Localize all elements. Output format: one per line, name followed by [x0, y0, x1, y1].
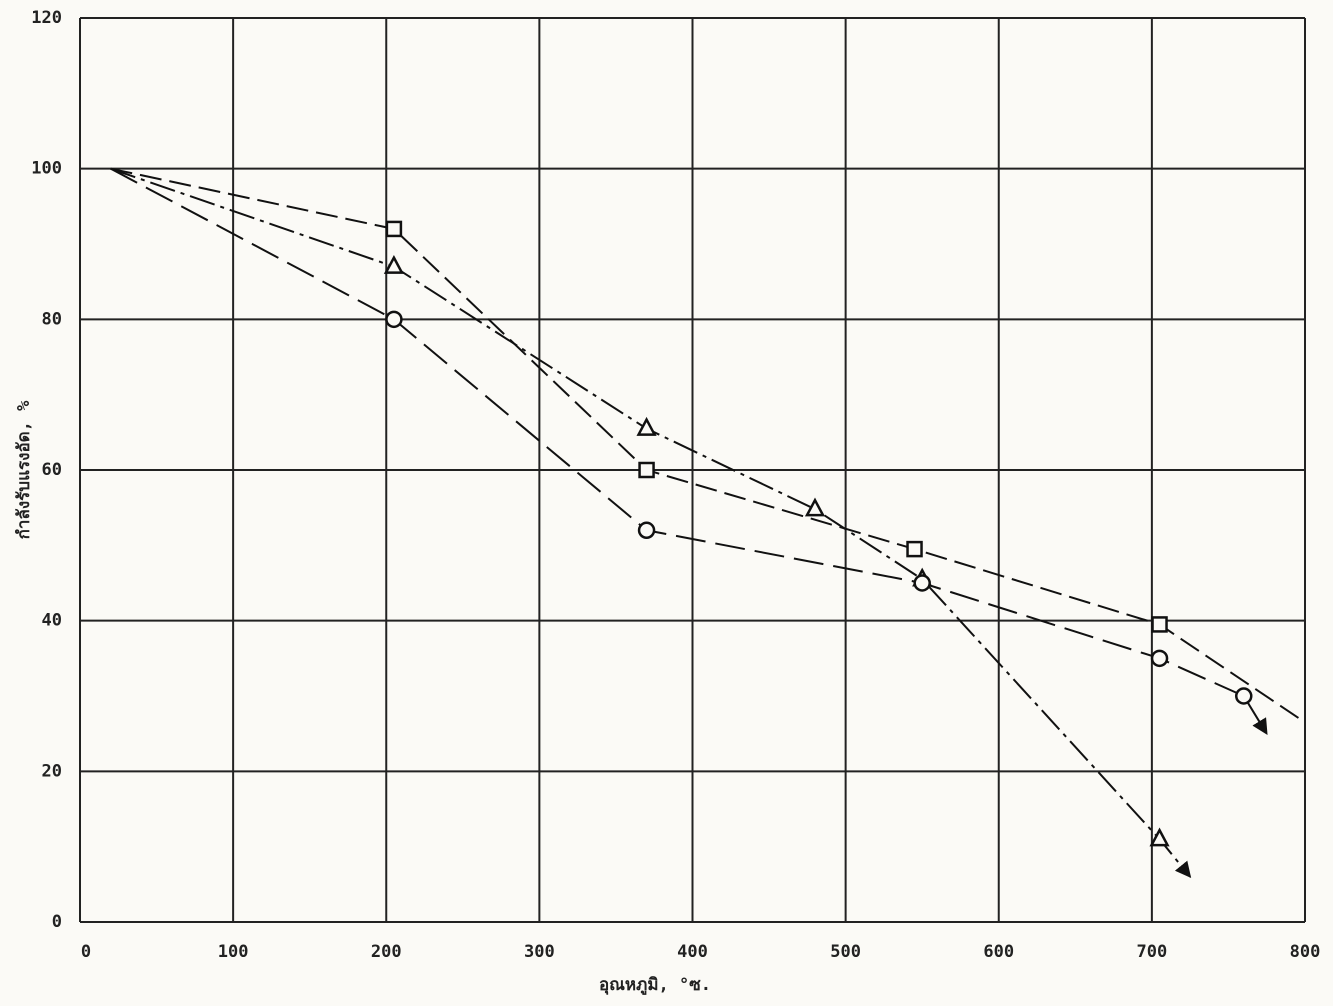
- x-tick-label: 200: [371, 942, 402, 962]
- x-tick-label: 400: [677, 942, 708, 962]
- x-tick-label: 300: [524, 942, 555, 962]
- point-marker: [1152, 830, 1168, 845]
- point-marker: [639, 523, 654, 538]
- point-marker: [1153, 617, 1167, 631]
- series-line: [111, 169, 1305, 723]
- x-tick-label: 600: [983, 942, 1014, 962]
- x-axis-title: อุณหภูมิ, °ซ.: [599, 975, 711, 996]
- x-tick-label: 0: [81, 942, 91, 962]
- point-marker: [386, 312, 401, 327]
- point-marker: [639, 420, 655, 435]
- chart: อุณหภูมิ, °ซ. กำลังรับแรงอัด, % 0 20 40 60 8…: [0, 0, 1333, 1002]
- point-marker: [1152, 651, 1167, 666]
- y-axis-title: กำลังรับแรงอัด, %: [14, 400, 34, 540]
- y-tick-label: 100: [31, 159, 62, 179]
- y-tick-label: 80: [42, 309, 62, 329]
- point-marker: [1236, 689, 1251, 704]
- y-tick-label: 60: [42, 460, 62, 480]
- y-tick-label: 20: [42, 761, 62, 781]
- y-tick-label: 120: [31, 8, 62, 28]
- point-marker: [908, 542, 922, 556]
- point-marker: [387, 222, 401, 236]
- point-marker: [386, 258, 402, 273]
- point-marker: [640, 463, 654, 477]
- x-tick-label: 700: [1137, 942, 1168, 962]
- series-line: [111, 169, 1267, 734]
- x-tick-label: 500: [830, 942, 861, 962]
- x-tick-label: 100: [218, 942, 249, 962]
- y-tick-label: 0: [52, 912, 62, 932]
- point-marker: [807, 500, 823, 515]
- y-tick-label: 40: [42, 611, 62, 631]
- point-marker: [915, 576, 930, 591]
- x-tick-label: 800: [1290, 942, 1321, 962]
